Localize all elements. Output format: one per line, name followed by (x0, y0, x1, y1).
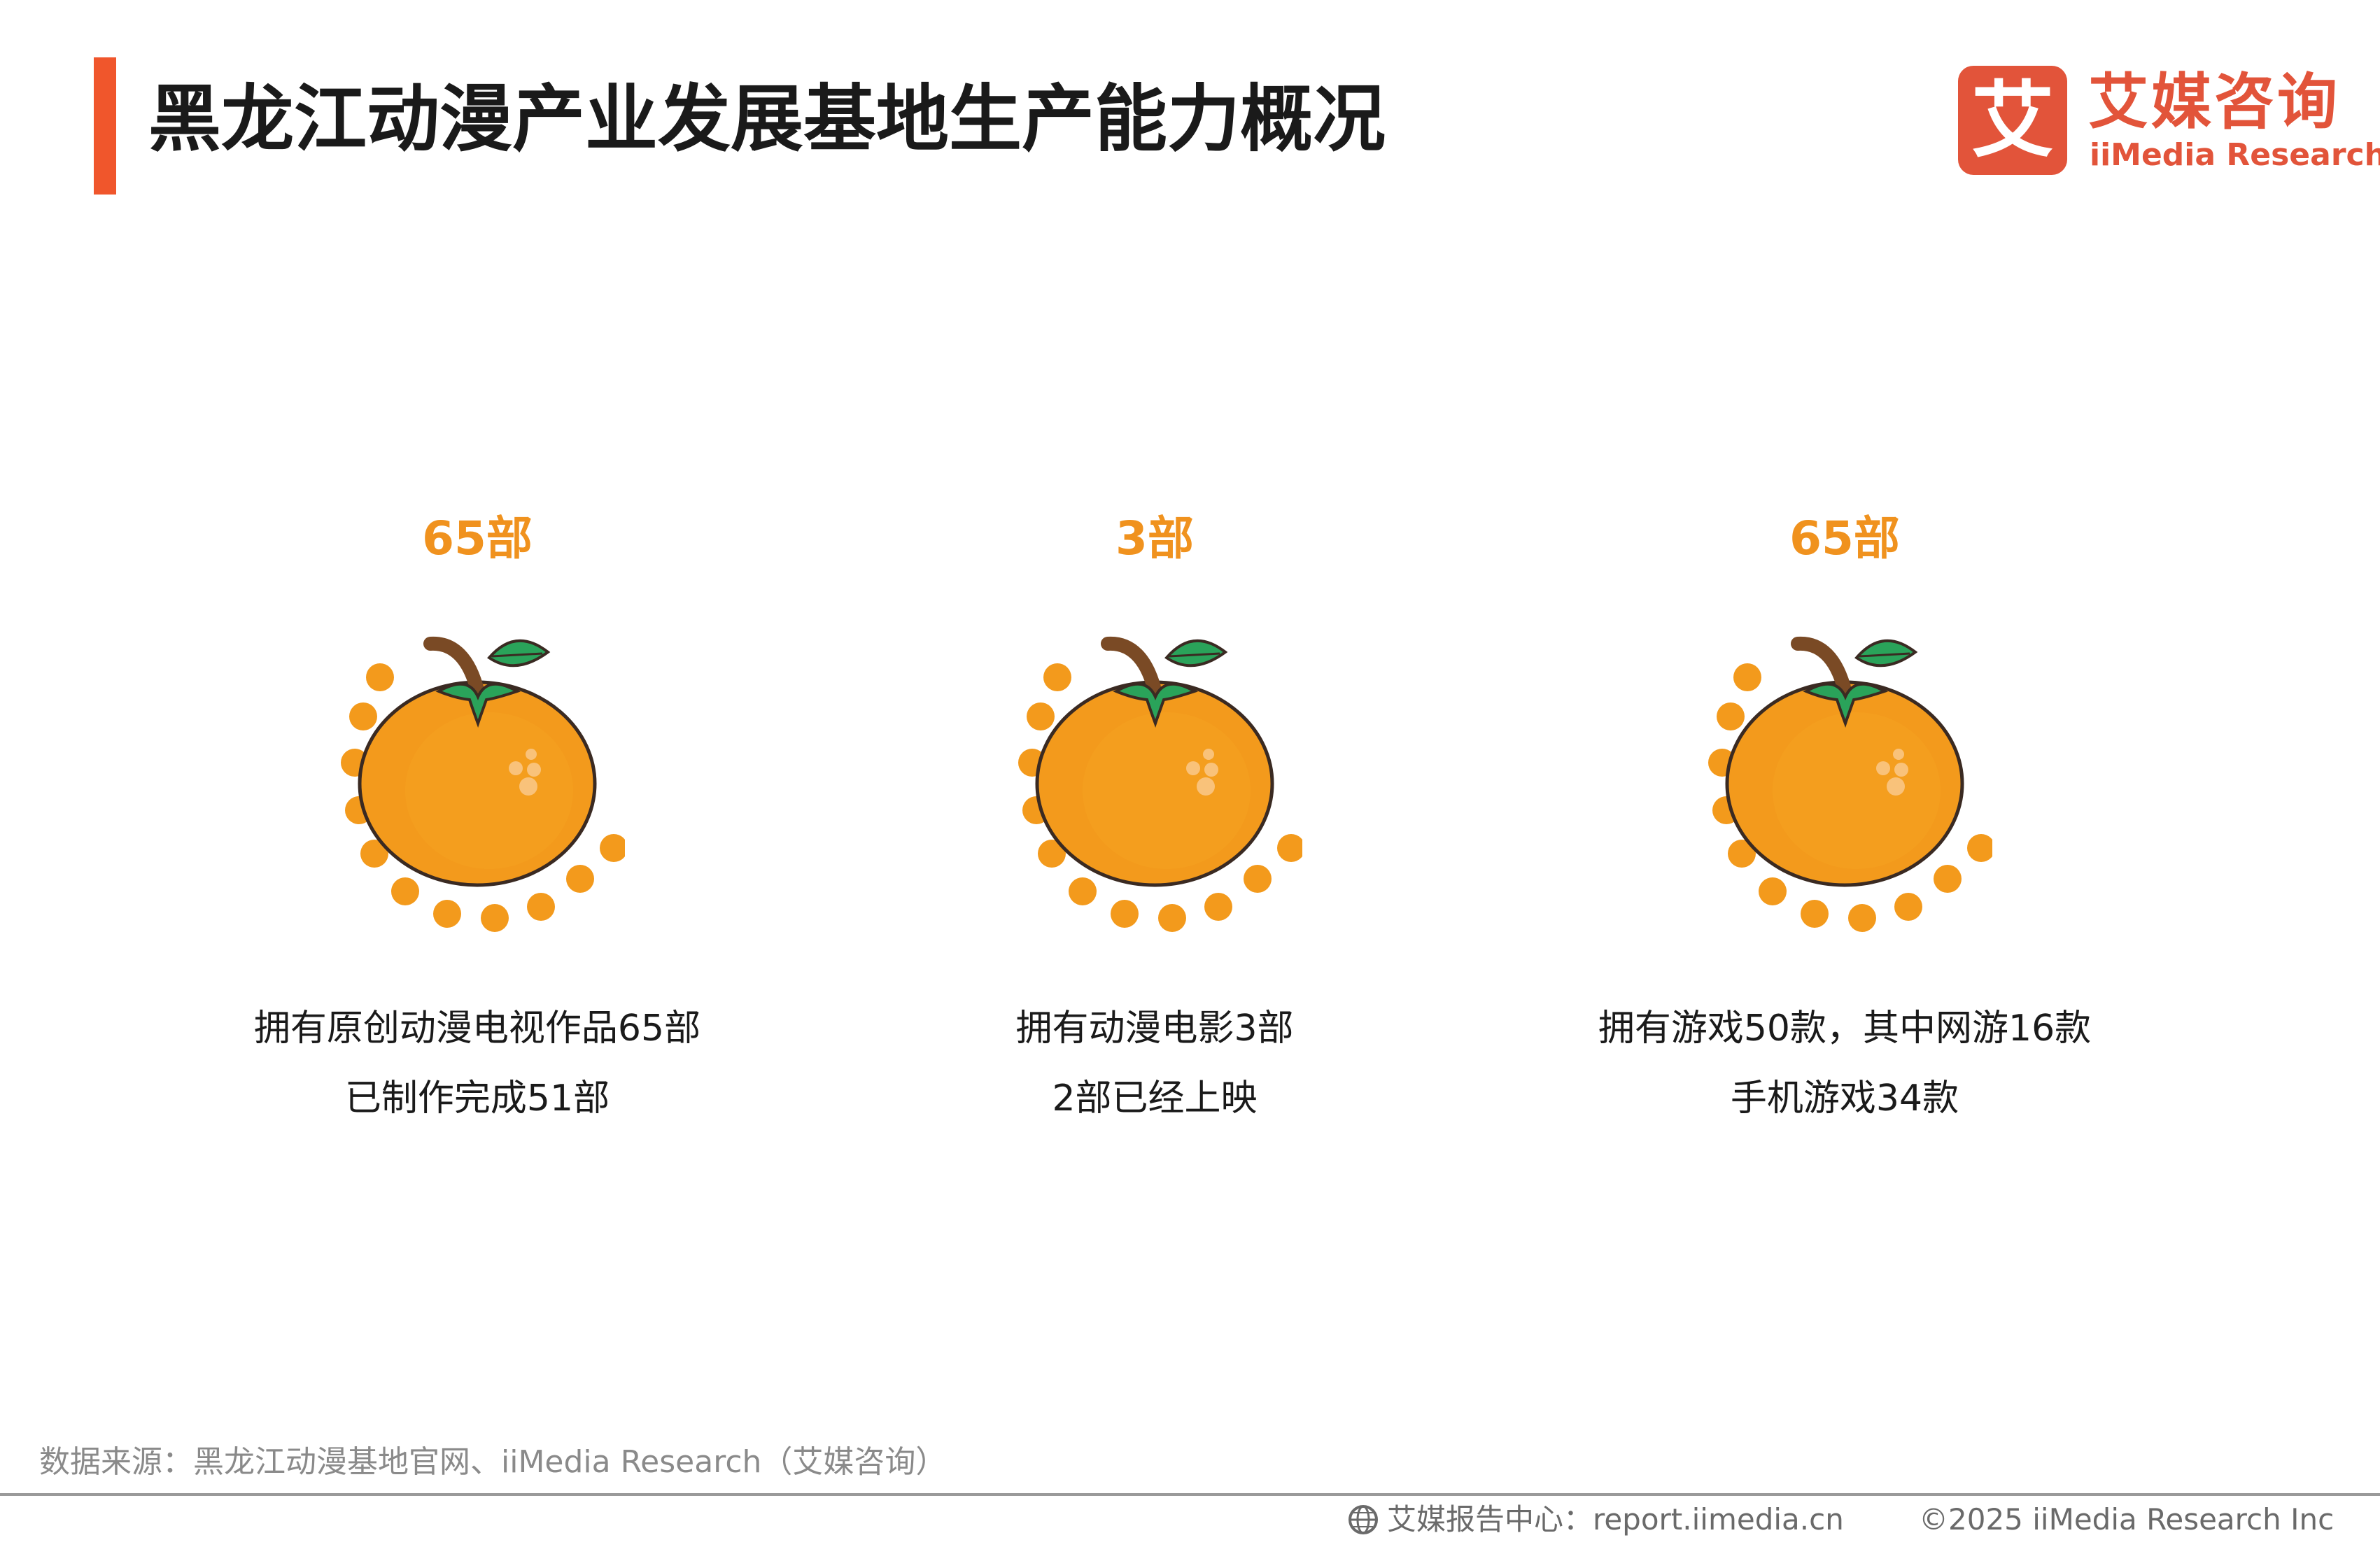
footer-site-text[interactable]: 艾媒报告中心：report.iimedia.cn (1387, 1502, 1844, 1537)
logo-mark-icon: 艾 (1958, 66, 2067, 175)
logo-name-en: iiMedia Research (2090, 137, 2380, 173)
stat-description-line: 已制作完成51部 (344, 1078, 610, 1119)
stat-card-tv-works: 65部 拥有原创动漫电视作品65部 已制作完成51部 (162, 504, 792, 1133)
stat-description: 拥有游戏50款，其中网游16款 手机游戏34款 (1530, 994, 2160, 1133)
stat-card-films: 3部 拥有动漫电影3部 2部已经上映 (840, 504, 1470, 1133)
stat-card-games: 65部 拥有游戏50款，其中网游16款 手机游戏34款 (1530, 504, 2160, 1133)
stat-description-line: 拥有动漫电影3部 (1015, 1008, 1294, 1050)
orange-icon (341, 636, 625, 932)
stat-value: 3部 (1115, 511, 1194, 565)
data-source-note: 数据来源：黑龙江动漫基地官网、iiMedia Research（艾媒咨询） (39, 1444, 947, 1480)
stat-description-line: 手机游戏34款 (1730, 1078, 1959, 1119)
stat-description-line: 2部已经上映 (1052, 1078, 1258, 1119)
globe-icon (1349, 1505, 1378, 1534)
orange-icon (1018, 636, 1302, 932)
page-title: 黑龙江动漫产业发展基地生产能力概况 (148, 76, 1386, 162)
logo-name-cn: 艾媒咨询 (2088, 67, 2340, 137)
stat-value: 65部 (1789, 511, 1900, 565)
logo-mark-char: 艾 (1971, 72, 2054, 169)
stat-description-line: 拥有原创动漫电视作品65部 (253, 1008, 701, 1050)
title-accent-bar (94, 57, 116, 195)
footer-copyright: ©2025 iiMedia Research Inc (1919, 1502, 2335, 1537)
orange-dots (341, 663, 625, 932)
stat-description: 拥有原创动漫电视作品65部 已制作完成51部 (162, 994, 792, 1133)
orange-icon (1708, 636, 1992, 932)
stat-description: 拥有动漫电影3部 2部已经上映 (840, 994, 1470, 1133)
stat-value: 65部 (422, 511, 533, 565)
footer-divider (0, 1493, 2380, 1496)
brand-logo: 艾 艾媒咨询 iiMedia Research (1958, 66, 2380, 178)
footer-site[interactable]: 艾媒报告中心：report.iimedia.cn (1346, 1497, 1844, 1542)
stat-description-line: 拥有游戏50款，其中网游16款 (1598, 1008, 2092, 1050)
